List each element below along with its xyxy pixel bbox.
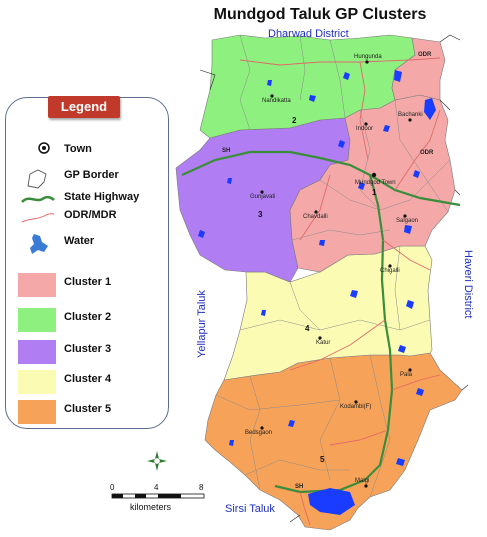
cluster-3-swatch bbox=[18, 340, 56, 364]
legend-label: Cluster 2 bbox=[64, 311, 112, 323]
cluster-1-northeast-area bbox=[391, 37, 446, 101]
region-east-label: Haveri District bbox=[462, 250, 474, 319]
town-markers bbox=[260, 60, 412, 488]
legend-label: GP Border bbox=[64, 169, 119, 181]
scale-tick-label: 4 bbox=[154, 483, 159, 492]
town-label: Kodambi(F) bbox=[340, 404, 372, 410]
town-label: Hungunda bbox=[354, 54, 382, 60]
legend-item-cluster-2: Cluster 2 bbox=[6, 308, 168, 332]
town-label: Nandikatta bbox=[262, 98, 291, 104]
legend-title: Legend bbox=[48, 96, 120, 118]
town-marker bbox=[318, 336, 322, 340]
legend-item-cluster-4: Cluster 4 bbox=[6, 370, 168, 394]
cluster-1-swatch bbox=[18, 273, 56, 297]
town-marker bbox=[365, 60, 369, 64]
odr-mdr-icon bbox=[21, 213, 55, 223]
town-marker bbox=[260, 426, 264, 430]
outer-boundary-marks bbox=[199, 34, 469, 523]
road-label: ODR bbox=[418, 52, 432, 58]
legend-item-cluster-1: Cluster 1 bbox=[6, 273, 168, 297]
region-north-label: Dharwad District bbox=[268, 28, 349, 40]
town-label: Salgaon bbox=[396, 218, 419, 224]
cluster-number: 3 bbox=[258, 210, 263, 219]
town-marker bbox=[314, 210, 318, 214]
scale-tick-label: 0 bbox=[110, 483, 115, 492]
north-arrow-icon bbox=[147, 451, 167, 471]
legend-label: Cluster 1 bbox=[64, 276, 112, 288]
scale-tick-label: 8 bbox=[199, 483, 204, 492]
gp-border-icon bbox=[27, 169, 47, 189]
region-south-label: Sirsi Taluk bbox=[225, 503, 275, 515]
scale-bar: 0 4 8 kilometers bbox=[110, 483, 206, 513]
town-label: Malgi bbox=[355, 478, 370, 484]
cluster-2-area bbox=[199, 34, 416, 139]
town-label: Mundgod Town bbox=[355, 180, 396, 186]
legend-item-water: Water bbox=[6, 232, 168, 256]
legend-label: Cluster 4 bbox=[64, 373, 112, 385]
cluster-number: 4 bbox=[305, 324, 310, 333]
legend-item-cluster-5: Cluster 5 bbox=[6, 400, 168, 424]
town-marker bbox=[403, 214, 407, 218]
town-marker bbox=[270, 94, 274, 98]
town-label: Gunjavati bbox=[250, 194, 276, 200]
town-label: Katur bbox=[316, 340, 331, 346]
town-label: Chavdalli bbox=[303, 214, 328, 220]
town-icon bbox=[38, 142, 50, 154]
legend-label: Cluster 3 bbox=[64, 343, 112, 355]
cluster-2-swatch bbox=[18, 308, 56, 332]
town-label: Bedsgaon bbox=[245, 430, 273, 436]
town-marker bbox=[408, 368, 412, 372]
legend-label: Cluster 5 bbox=[64, 403, 112, 415]
cluster-number: 5 bbox=[320, 455, 325, 464]
road-label: SH bbox=[295, 484, 304, 490]
town-marker bbox=[388, 264, 392, 268]
town-marker bbox=[260, 190, 264, 194]
scale-bar-graphic bbox=[111, 493, 205, 499]
legend-label: Town bbox=[64, 143, 92, 155]
water-bodies bbox=[198, 70, 436, 515]
road-label: SH bbox=[222, 148, 231, 154]
legend-item-state-highway: State Highway bbox=[6, 188, 168, 212]
state-highway bbox=[181, 150, 461, 207]
town-marker bbox=[354, 400, 358, 404]
town-marker bbox=[364, 484, 368, 488]
cluster-4-swatch bbox=[18, 370, 56, 394]
water-icon bbox=[30, 234, 48, 254]
town-label: Bachanki bbox=[398, 112, 423, 118]
odr-mdr-roads bbox=[239, 57, 441, 526]
town-label: Pala bbox=[400, 372, 413, 378]
state-highway-icon bbox=[21, 195, 55, 203]
legend-item-odr-mdr: ODR/MDR bbox=[6, 206, 168, 230]
cluster-number: 1 bbox=[372, 188, 377, 197]
town-marker bbox=[364, 122, 368, 126]
region-west-label: Yellapur Taluk bbox=[196, 290, 208, 358]
legend-label: State Highway bbox=[64, 191, 140, 203]
town-label: Indoor bbox=[356, 126, 374, 132]
town-marker bbox=[408, 118, 412, 122]
road-label: ODR bbox=[420, 150, 434, 156]
legend-item-town: Town bbox=[6, 140, 168, 164]
legend-item-cluster-3: Cluster 3 bbox=[6, 340, 168, 364]
cluster-number: 2 bbox=[292, 116, 297, 125]
legend: Legend Town GP Border State Highway bbox=[5, 96, 169, 429]
legend-label: ODR/MDR bbox=[64, 209, 117, 221]
town-marker bbox=[371, 172, 377, 178]
cluster-5-swatch bbox=[18, 400, 56, 424]
scale-unit-label: kilometers bbox=[130, 502, 172, 512]
legend-item-gp-border: GP Border bbox=[6, 166, 168, 190]
town-label: Chigalli bbox=[380, 268, 400, 274]
gp-borders bbox=[215, 34, 451, 498]
legend-label: Water bbox=[64, 235, 95, 247]
map-title: Mundgod Taluk GP Clusters bbox=[213, 6, 427, 23]
